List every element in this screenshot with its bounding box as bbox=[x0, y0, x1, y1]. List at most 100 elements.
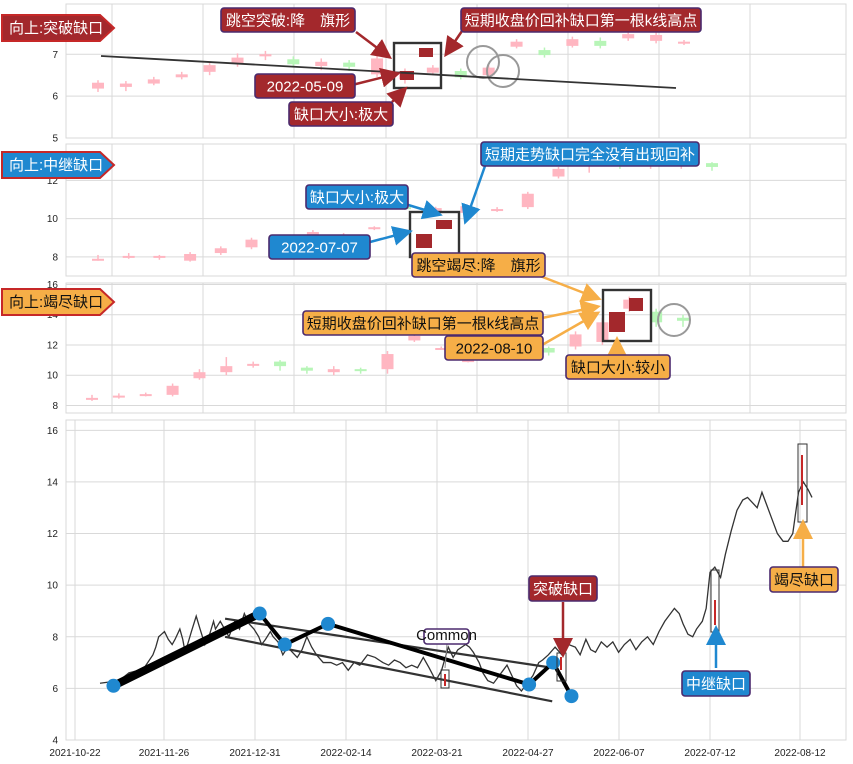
label-runaway-gap: 中继缺口 bbox=[686, 676, 746, 693]
label-runaway-pattern-box bbox=[411, 252, 546, 278]
arrow bbox=[369, 226, 413, 246]
candle-body bbox=[408, 335, 421, 341]
y-tick-label: 16 bbox=[47, 426, 59, 437]
label-breakaway-gap-box bbox=[528, 575, 598, 602]
candle-body bbox=[214, 248, 227, 254]
candle-body bbox=[112, 395, 125, 398]
panel-label-exhaustion-shape bbox=[1, 288, 116, 316]
focus-candle bbox=[416, 234, 432, 248]
x-tick-label: 2022-08-12 bbox=[774, 748, 826, 759]
panel-label-runaway-shape bbox=[1, 151, 116, 179]
candle-body bbox=[175, 74, 188, 78]
candle-body bbox=[429, 208, 442, 211]
arrow bbox=[541, 300, 601, 320]
arrow bbox=[541, 311, 601, 347]
label-runaway-note: 短期走势缺口完全没有出现回补 bbox=[485, 145, 695, 163]
candle-body bbox=[566, 39, 579, 46]
label-breakaway-size: 缺口大小:极大 bbox=[294, 106, 388, 123]
label-exhaustion-date: 2022-08-10 bbox=[456, 340, 533, 357]
y-tick-label: 5 bbox=[52, 134, 58, 145]
candle-body bbox=[231, 57, 244, 64]
focus-box bbox=[601, 288, 653, 343]
label-breakaway-gap: 突破缺口 bbox=[533, 581, 593, 598]
candle-body bbox=[343, 62, 356, 67]
pivot-point bbox=[522, 677, 537, 692]
x-tick-label: 2022-04-27 bbox=[502, 748, 554, 759]
label-exhaustion-gap-box bbox=[769, 566, 839, 593]
gap-circle bbox=[486, 54, 520, 88]
label-exhaustion-high-box bbox=[302, 310, 544, 336]
label-breakaway-size-box bbox=[288, 101, 394, 127]
label-common-gap: Common bbox=[416, 627, 477, 644]
candle-body bbox=[482, 67, 495, 76]
candle-body bbox=[677, 317, 689, 321]
candle-body bbox=[193, 372, 206, 379]
gap-circle bbox=[657, 303, 691, 337]
label-breakaway-high: 短期收盘价回补缺口第一根k线高点 bbox=[465, 11, 698, 29]
candle-body bbox=[86, 397, 98, 400]
candle-body bbox=[315, 61, 328, 66]
y-tick-label: 14 bbox=[47, 477, 59, 488]
label-breakaway-date: 2022-05-09 bbox=[267, 78, 344, 95]
pivot-point bbox=[277, 637, 292, 652]
label-breakaway-high-box bbox=[460, 7, 702, 33]
candle-body bbox=[462, 360, 475, 363]
candle-body bbox=[569, 334, 582, 347]
price-line bbox=[99, 480, 813, 692]
x-tick-label: 2022-06-07 bbox=[593, 748, 645, 759]
label-exhaustion-size-box bbox=[565, 354, 671, 380]
focus-candle bbox=[419, 48, 433, 57]
candle-body bbox=[287, 59, 300, 65]
arrow bbox=[351, 67, 401, 88]
y-tick-label: 4 bbox=[52, 736, 58, 747]
label-breakaway-pattern-box bbox=[220, 7, 356, 33]
y-tick-label: 8 bbox=[52, 252, 58, 263]
focus-candle bbox=[400, 71, 414, 80]
x-tick-label: 2022-02-14 bbox=[320, 748, 372, 759]
zigzag-segment bbox=[109, 609, 264, 690]
x-tick-label: 2021-12-31 bbox=[229, 748, 281, 759]
label-breakaway-pattern: 跳空突破:降 旗形 bbox=[226, 12, 350, 29]
candle-body bbox=[139, 394, 152, 397]
candle-body bbox=[510, 41, 523, 47]
candle-body bbox=[220, 366, 233, 373]
candle-body bbox=[650, 34, 663, 41]
label-runaway-size: 缺口大小:极大 bbox=[310, 189, 404, 206]
label-runaway-date-box bbox=[268, 234, 371, 260]
y-tick-label: 16 bbox=[47, 280, 59, 291]
y-tick-label: 12 bbox=[47, 340, 59, 351]
candle-body bbox=[542, 348, 555, 353]
candle-body bbox=[119, 83, 132, 87]
arrow bbox=[539, 274, 602, 302]
candle-body bbox=[706, 163, 718, 167]
candle-body bbox=[92, 258, 104, 261]
x-tick-label: 2022-03-21 bbox=[411, 748, 463, 759]
label-runaway-gap-box bbox=[681, 670, 751, 697]
y-tick-label: 7 bbox=[52, 50, 58, 61]
y-tick-label: 6 bbox=[52, 92, 58, 103]
zigzag-segment bbox=[282, 621, 331, 647]
arrow bbox=[355, 31, 392, 59]
candle-body bbox=[300, 367, 313, 371]
y-tick-label: 8 bbox=[52, 401, 58, 412]
candle-body bbox=[426, 67, 439, 73]
candle-body bbox=[622, 34, 635, 39]
candle-body bbox=[166, 385, 179, 395]
candle-body bbox=[552, 168, 565, 177]
y-tick-label: 10 bbox=[47, 214, 59, 225]
y-tick-label: 6 bbox=[52, 684, 58, 695]
candle-body bbox=[203, 65, 216, 72]
candle-body bbox=[274, 361, 287, 367]
candle-body bbox=[122, 255, 135, 258]
focus-box bbox=[392, 41, 443, 90]
candle-body bbox=[435, 348, 448, 350]
panel-label-breakaway-shape bbox=[1, 14, 116, 42]
panel-label-runaway: 向上:中继缺口 bbox=[9, 157, 103, 174]
candle-body bbox=[594, 40, 607, 46]
x-tick-label: 2021-10-22 bbox=[49, 748, 101, 759]
label-common-gap-box bbox=[423, 628, 470, 645]
zigzag-segment bbox=[326, 621, 532, 687]
y-tick-label: 10 bbox=[47, 371, 59, 382]
label-exhaustion-date-box bbox=[444, 335, 544, 361]
